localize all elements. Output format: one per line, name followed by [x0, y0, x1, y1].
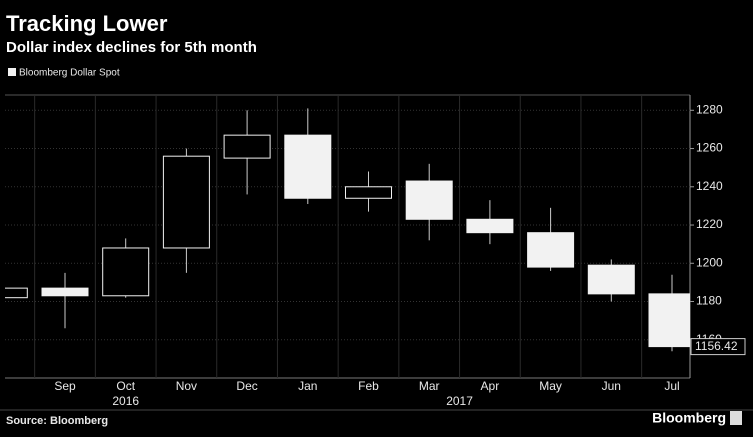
candle-body	[284, 134, 332, 199]
x-tick-label: Dec	[236, 379, 257, 393]
legend-swatch	[8, 68, 16, 76]
chart-subtitle: Dollar index declines for 5th month	[6, 39, 257, 56]
y-tick-label: 1260	[696, 141, 723, 155]
legend-label: Bloomberg Dollar Spot	[19, 68, 120, 79]
x-tick-label: Nov	[176, 379, 197, 393]
candle-body	[648, 293, 690, 348]
x-tick-label: Jul	[664, 379, 679, 393]
candle-body	[223, 134, 271, 159]
brand: Bloomberg	[652, 410, 726, 426]
x-tick-label: Oct	[116, 379, 135, 393]
candle-body	[587, 264, 635, 295]
y-tick-label: 1220	[696, 217, 723, 231]
year-label: 2017	[446, 394, 473, 408]
y-tick-label: 1180	[696, 294, 722, 308]
x-tick-label: Apr	[481, 379, 500, 393]
y-tick-label: 1240	[696, 179, 723, 193]
last-value-label: 1156.42	[695, 339, 738, 353]
candle-body	[41, 287, 89, 297]
candle-body	[466, 218, 514, 234]
x-tick-label: Jun	[602, 379, 621, 393]
y-tick-label: 1280	[696, 102, 723, 116]
plot	[5, 108, 690, 352]
candle-body	[345, 186, 392, 199]
last-value-box	[690, 338, 746, 356]
brand-icon	[730, 411, 742, 425]
y-tick-label: 1200	[696, 255, 723, 269]
chart-title: Tracking Lower	[6, 11, 168, 36]
x-tick-label: May	[539, 379, 562, 393]
candle-body	[162, 155, 210, 249]
candle-body	[405, 180, 453, 220]
source: Source: Bloomberg	[6, 415, 108, 427]
candle-body	[527, 232, 575, 268]
x-tick-label: Jan	[298, 379, 317, 393]
x-tick-label: Feb	[358, 379, 379, 393]
year-label: 2016	[112, 394, 139, 408]
x-tick-label: Sep	[54, 379, 76, 393]
candle-body	[102, 247, 150, 297]
x-tick-label: Mar	[419, 379, 440, 393]
candle-body	[5, 287, 28, 299]
